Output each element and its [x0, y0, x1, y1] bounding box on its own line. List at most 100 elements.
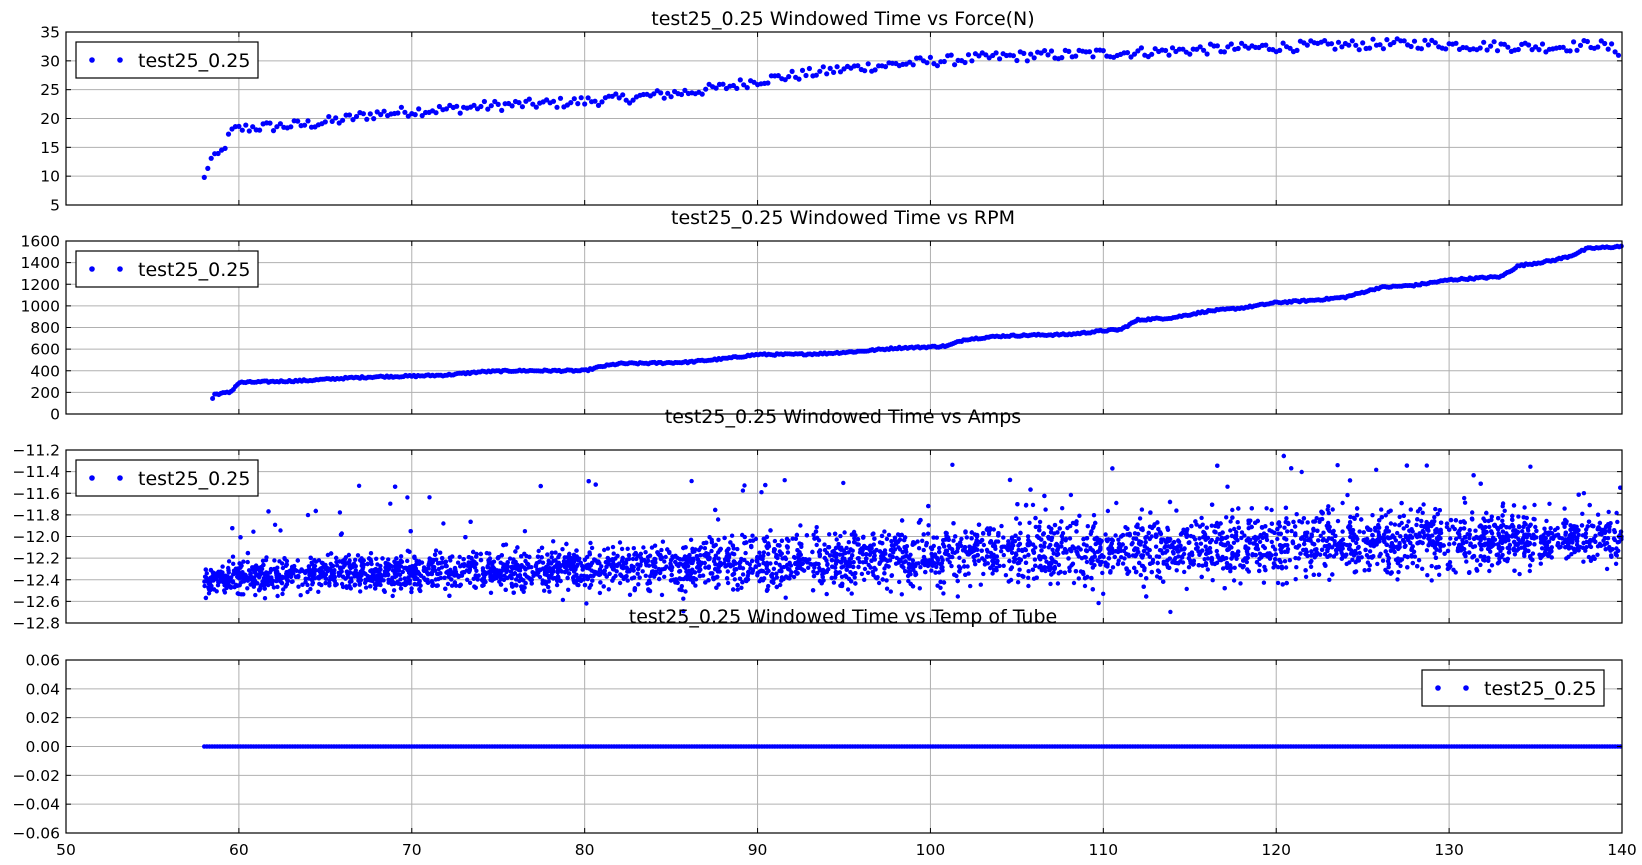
data-point	[1235, 520, 1240, 525]
data-point	[1284, 516, 1289, 521]
data-point	[965, 564, 970, 569]
data-point	[557, 95, 564, 101]
data-point	[1060, 506, 1065, 511]
data-point	[1282, 525, 1287, 530]
data-point	[364, 116, 370, 122]
data-point	[274, 124, 280, 130]
data-point	[743, 550, 748, 556]
data-point	[781, 564, 786, 570]
data-point	[939, 566, 944, 571]
data-point	[882, 529, 887, 534]
data-point	[395, 110, 401, 116]
data-point	[803, 72, 809, 79]
data-point	[824, 71, 830, 77]
data-point	[1103, 563, 1109, 568]
data-point	[1231, 540, 1237, 545]
data-point	[1354, 540, 1359, 546]
data-point	[934, 535, 939, 540]
legend-marker	[117, 57, 123, 63]
data-point	[471, 576, 476, 581]
data-point	[1539, 41, 1546, 47]
data-point	[735, 546, 740, 552]
data-point	[1137, 516, 1143, 521]
data-point	[951, 538, 956, 543]
data-point	[617, 540, 623, 545]
data-point	[668, 94, 674, 100]
data-point	[1234, 556, 1239, 561]
data-point	[1261, 580, 1267, 585]
data-point	[1198, 541, 1204, 546]
data-point	[1401, 38, 1407, 44]
data-point	[1569, 552, 1574, 557]
data-point	[554, 104, 560, 110]
data-point	[1120, 561, 1126, 566]
data-point	[471, 102, 477, 108]
data-point	[775, 73, 781, 79]
data-point	[308, 586, 313, 592]
data-point	[1339, 44, 1345, 50]
data-point	[630, 97, 636, 103]
data-point	[1433, 506, 1438, 512]
data-point	[398, 104, 404, 110]
data-point	[1522, 553, 1527, 559]
data-point	[847, 564, 852, 569]
data-point	[1532, 517, 1537, 522]
data-point	[474, 568, 479, 573]
data-point	[1328, 41, 1335, 47]
data-point	[908, 552, 913, 557]
data-point	[1232, 526, 1237, 532]
data-point	[1384, 37, 1390, 43]
data-point	[1269, 507, 1274, 513]
data-point	[391, 580, 396, 585]
data-point	[1209, 523, 1215, 528]
data-point	[1176, 539, 1182, 544]
data-point	[962, 59, 968, 66]
rpm-chart-panel: test25_0.25 Windowed Time vs RPM 0200400…	[21, 207, 1624, 424]
data-point	[1583, 548, 1588, 553]
data-point	[1510, 522, 1515, 528]
data-point	[950, 462, 955, 467]
data-point	[350, 117, 356, 123]
data-point	[1037, 524, 1042, 529]
data-point	[862, 577, 867, 582]
data-point	[1392, 549, 1397, 555]
data-point	[1488, 43, 1494, 49]
data-point	[522, 529, 528, 534]
data-point	[1612, 537, 1618, 543]
data-point	[1285, 529, 1290, 534]
data-point	[643, 573, 648, 578]
data-point	[262, 596, 268, 601]
data-point	[1525, 526, 1531, 531]
data-point	[1282, 559, 1288, 564]
data-point	[530, 101, 536, 107]
data-point	[1360, 40, 1366, 46]
data-point	[872, 565, 877, 571]
data-point	[1027, 520, 1032, 525]
data-point	[1571, 39, 1577, 45]
data-point	[305, 589, 310, 595]
data-point	[454, 103, 460, 109]
data-point	[658, 90, 664, 96]
data-point	[1144, 534, 1150, 539]
data-point	[1250, 553, 1255, 558]
data-point	[1294, 512, 1299, 517]
data-point	[1533, 524, 1538, 530]
data-point	[278, 528, 283, 533]
data-point	[290, 579, 295, 584]
data-point	[1482, 536, 1487, 541]
data-point	[305, 118, 311, 124]
data-point	[1539, 546, 1545, 551]
data-point	[1085, 524, 1091, 529]
data-point	[846, 540, 851, 545]
data-point	[688, 537, 694, 542]
data-point	[1448, 536, 1453, 541]
data-point	[1489, 514, 1495, 519]
data-point	[681, 609, 686, 614]
data-point	[1615, 52, 1622, 58]
data-point	[1232, 565, 1237, 570]
data-point	[1528, 522, 1533, 527]
data-point	[1422, 37, 1428, 43]
data-point	[1225, 44, 1231, 50]
data-point	[613, 91, 619, 97]
data-point	[1395, 577, 1400, 582]
